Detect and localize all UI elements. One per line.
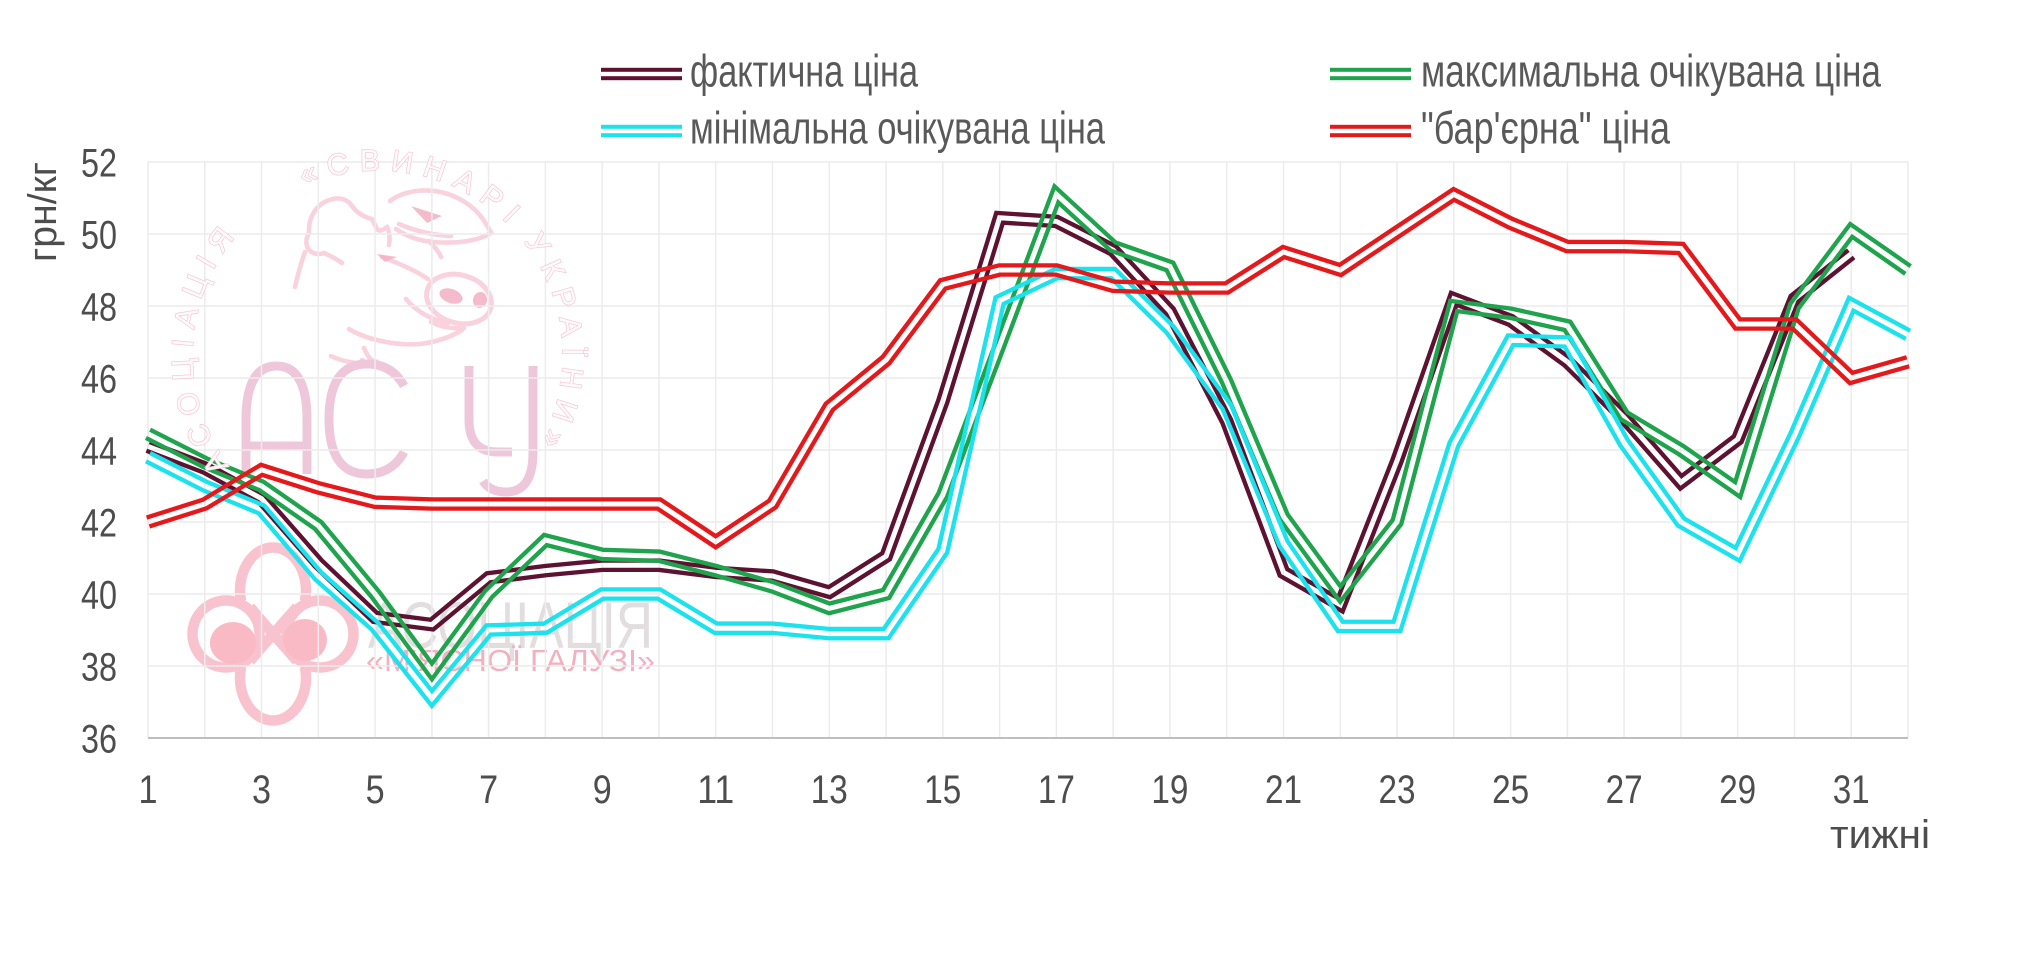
svg-text:36: 36	[81, 718, 117, 762]
svg-text:тижні: тижні	[1830, 813, 1930, 857]
svg-text:27: 27	[1606, 768, 1643, 812]
svg-text:5: 5	[366, 768, 385, 812]
svg-text:11: 11	[697, 768, 734, 812]
svg-text:фактична ціна: фактична ціна	[690, 46, 919, 97]
svg-text:29: 29	[1719, 768, 1756, 812]
svg-text:31: 31	[1833, 768, 1870, 812]
svg-text:50: 50	[81, 214, 117, 258]
svg-text:42: 42	[81, 502, 117, 546]
svg-text:40: 40	[81, 574, 117, 618]
svg-text:7: 7	[479, 768, 498, 812]
svg-text:3: 3	[252, 768, 271, 812]
svg-text:19: 19	[1151, 768, 1188, 812]
svg-text:1: 1	[139, 768, 158, 812]
svg-text:48: 48	[81, 286, 117, 330]
svg-text:44: 44	[81, 430, 117, 474]
svg-text:38: 38	[81, 646, 117, 690]
svg-text:52: 52	[81, 142, 117, 186]
svg-text:46: 46	[81, 358, 117, 402]
svg-text:9: 9	[593, 768, 612, 812]
svg-text:23: 23	[1379, 768, 1416, 812]
svg-text:мінімальна очікувана ціна: мінімальна очікувана ціна	[690, 103, 1106, 154]
svg-text:15: 15	[924, 768, 961, 812]
svg-text:21: 21	[1265, 768, 1302, 812]
svg-text:13: 13	[811, 768, 848, 812]
svg-text:"бар'єрна" ціна: "бар'єрна" ціна	[1421, 103, 1671, 154]
svg-text:17: 17	[1038, 768, 1075, 812]
svg-text:25: 25	[1492, 768, 1529, 812]
svg-text:грн/кг: грн/кг	[21, 162, 65, 262]
svg-text:максимальна очікувана ціна: максимальна очікувана ціна	[1421, 46, 1882, 97]
